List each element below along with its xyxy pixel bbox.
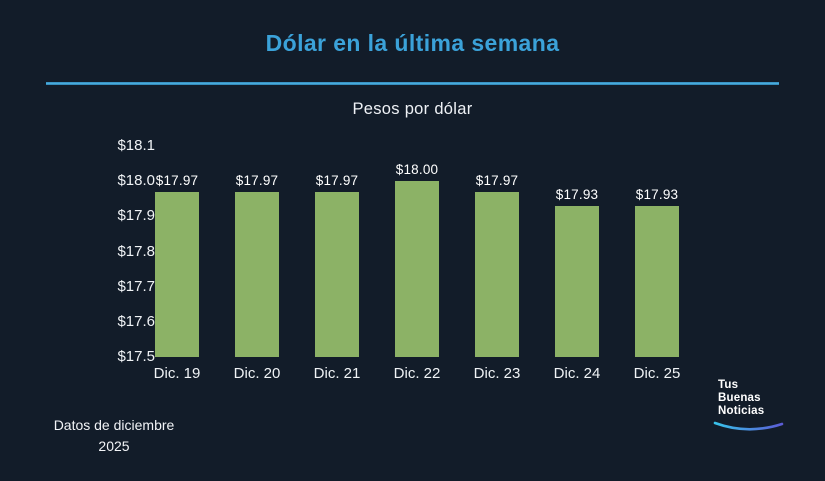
bar xyxy=(395,181,439,357)
footer-note: Datos de diciembre 2025 xyxy=(48,415,180,457)
x-axis-tick: Dic. 25 xyxy=(633,365,681,382)
brand-swoosh-icon xyxy=(713,421,784,431)
bar xyxy=(635,205,679,357)
bar xyxy=(555,205,599,357)
y-axis-tick: $18.1 xyxy=(117,137,155,154)
brand-logo-line1: Tus xyxy=(718,379,739,391)
bar xyxy=(155,191,199,357)
plot-area: $17.97 Dic. 19 $17.97 Dic. 20 $17.97 Dic. 21 $… xyxy=(150,146,710,382)
page-title: Dólar en la última semana xyxy=(265,30,560,56)
x-axis-tick: Dic. 19 xyxy=(153,365,201,382)
bar-value-label: $17.97 xyxy=(235,172,279,188)
bar xyxy=(235,191,279,357)
y-axis-tick: $17.9 xyxy=(117,207,155,225)
bar-value-label: $18.00 xyxy=(395,162,439,178)
bar xyxy=(475,191,519,357)
y-axis: $18.1 $18.0 $17.9 $17.8 $17.7 $17.6 $17.5 xyxy=(60,137,155,365)
bar-value-label: $17.93 xyxy=(555,186,599,202)
x-axis-tick: Dic. 21 xyxy=(313,365,361,382)
brand-logo-line3: Noticias xyxy=(718,405,765,417)
brand-logo: Tus Buenas Noticias xyxy=(713,379,788,434)
bar-value-label: $17.93 xyxy=(635,186,679,202)
y-axis-tick: $17.5 xyxy=(117,348,155,365)
y-axis-tick: $17.8 xyxy=(117,242,155,260)
bar-value-label: $17.97 xyxy=(155,172,199,188)
footer-note-line2: 2025 xyxy=(98,438,130,454)
chart-subtitle: Pesos por dólar xyxy=(352,100,473,118)
bar-value-label: $17.97 xyxy=(315,172,359,188)
x-axis-tick: Dic. 22 xyxy=(393,365,441,382)
x-axis-tick: Dic. 23 xyxy=(473,365,521,382)
bar-value-label: $17.97 xyxy=(475,172,519,188)
y-axis-tick: $18.0 xyxy=(117,172,155,190)
title-divider xyxy=(46,82,779,85)
bar xyxy=(315,191,359,357)
x-axis-tick: Dic. 20 xyxy=(233,365,281,382)
x-axis-tick: Dic. 24 xyxy=(553,365,601,382)
footer-note-line1: Datos de diciembre xyxy=(53,417,175,433)
y-axis-tick: $17.7 xyxy=(117,277,155,295)
y-axis-tick: $17.6 xyxy=(117,312,155,330)
brand-logo-line2: Buenas xyxy=(718,392,761,404)
